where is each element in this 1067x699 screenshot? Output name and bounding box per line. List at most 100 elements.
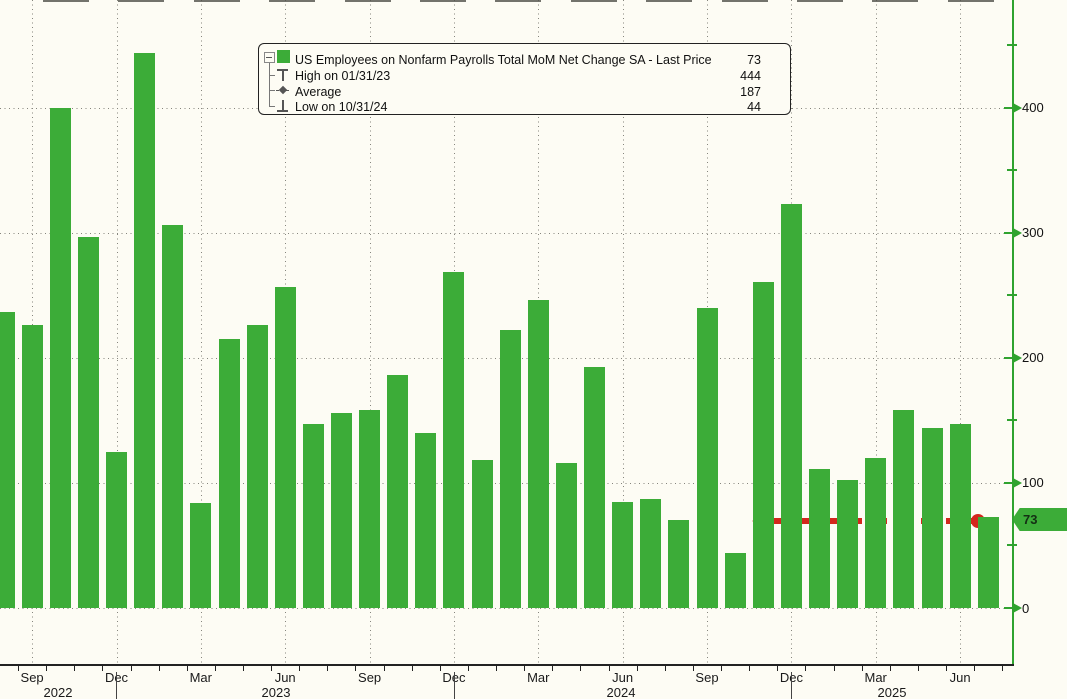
y-axis-tick-label: 400	[1022, 100, 1044, 116]
bar-aug-2024[interactable]	[668, 520, 690, 608]
bar-sep-2024[interactable]	[696, 308, 718, 608]
x-axis-month-tick	[214, 666, 216, 671]
x-axis-month-tick	[692, 666, 694, 671]
x-axis-month-tick	[721, 666, 722, 671]
y-axis-minor-tick	[1007, 419, 1017, 422]
bar-mar-2023[interactable]	[190, 503, 212, 608]
x-axis-month-tick	[636, 666, 638, 671]
x-axis-year-label: 2025	[877, 685, 907, 699]
legend-high-value: 444	[740, 69, 761, 83]
legend-collapse-icon[interactable]	[264, 52, 275, 63]
cropped-top-artifact	[194, 0, 240, 2]
bar-may-2025[interactable]	[921, 428, 943, 608]
y-axis-tick-arrow-icon	[1004, 477, 1022, 488]
x-axis-month-tick	[749, 666, 751, 671]
x-axis-month-label: Mar	[864, 670, 887, 685]
bar-oct-2024[interactable]	[724, 553, 746, 608]
x-axis	[0, 664, 1014, 666]
x-axis-month-tick	[18, 666, 19, 671]
legend-series-label: US Employees on Nonfarm Payrolls Total M…	[295, 53, 712, 67]
bar-dec-2022[interactable]	[106, 452, 127, 608]
bar-aug-2023[interactable]	[330, 413, 352, 608]
bar-apr-2023[interactable]	[218, 339, 240, 608]
bar-jan-2025[interactable]	[809, 469, 830, 608]
legend-low-value: 44	[747, 100, 761, 114]
bar-sep-2022[interactable]	[21, 325, 43, 608]
bar-mar-2024[interactable]	[527, 300, 549, 608]
y-axis	[1012, 0, 1014, 666]
bar-oct-2023[interactable]	[387, 375, 409, 608]
cropped-top-artifact	[948, 0, 994, 2]
legend-tree-branch	[269, 106, 275, 107]
legend-low-label: Low on 10/31/24	[295, 100, 388, 114]
bar-nov-2022[interactable]	[77, 237, 99, 608]
x-axis-month-tick	[130, 666, 132, 671]
x-axis-month-tick	[861, 666, 863, 671]
bar-jun-2025[interactable]	[949, 424, 971, 608]
last-price-badge: 73	[1012, 508, 1067, 531]
bar-nov-2023[interactable]	[415, 433, 437, 608]
bar-dec-2024[interactable]	[780, 204, 802, 608]
bar-feb-2025[interactable]	[837, 480, 859, 608]
minus-icon	[266, 56, 272, 58]
x-axis-month-tick	[946, 666, 947, 671]
legend-tree-branch	[269, 75, 275, 76]
x-axis-month-tick	[46, 666, 48, 671]
bar-feb-2024[interactable]	[499, 330, 521, 608]
x-axis-month-tick	[299, 666, 301, 671]
x-axis-month-label: Mar	[189, 670, 212, 685]
x-axis-month-label: Sep	[20, 670, 44, 685]
bar-feb-2023[interactable]	[162, 225, 184, 608]
y-axis-tick-label: 200	[1022, 350, 1044, 366]
bar-jun-2024[interactable]	[612, 502, 634, 608]
bar-may-2024[interactable]	[584, 367, 605, 608]
y-axis-minor-tick	[1007, 169, 1017, 172]
cropped-top-artifact	[420, 0, 466, 2]
gridline-v	[200, 0, 202, 664]
bar-sep-2023[interactable]	[359, 410, 381, 608]
gridline-h-300	[0, 232, 1012, 234]
x-axis-month-label: Jun	[612, 670, 634, 685]
x-axis-month-tick	[271, 666, 273, 671]
cropped-top-artifact	[571, 0, 617, 2]
bar-aug-2022[interactable]	[0, 312, 15, 608]
x-axis-year-separator	[790, 672, 792, 699]
y-axis-tick-label: 0	[1022, 600, 1030, 616]
bar-jul-2023[interactable]	[302, 424, 324, 608]
bar-dec-2023[interactable]	[443, 272, 465, 608]
x-axis-month-label: Jun	[949, 670, 971, 685]
cropped-top-artifact	[872, 0, 918, 2]
y-axis-minor-tick	[1007, 44, 1017, 47]
gridline-v	[622, 0, 624, 664]
high-marker-icon	[276, 69, 289, 81]
x-axis-month-tick	[243, 666, 244, 671]
bar-jan-2023[interactable]	[134, 53, 156, 608]
x-axis-month-label: Dec	[442, 671, 465, 684]
bar-apr-2024[interactable]	[555, 463, 577, 608]
bar-jun-2023[interactable]	[274, 287, 296, 608]
x-axis-year-label: 2022	[43, 685, 73, 699]
x-axis-month-tick	[805, 666, 807, 671]
y-axis-tick-arrow-icon	[1004, 227, 1022, 238]
cropped-top-artifact	[495, 0, 541, 2]
bar-apr-2025[interactable]	[893, 410, 915, 608]
chart-legend: US Employees on Nonfarm Payrolls Total M…	[258, 43, 791, 115]
cropped-top-artifact	[118, 0, 164, 2]
legend-tree-line	[269, 63, 270, 106]
bar-may-2023[interactable]	[246, 325, 268, 608]
bar-jul-2025[interactable]	[977, 517, 999, 608]
series-color-swatch	[277, 50, 290, 63]
bar-jul-2024[interactable]	[640, 499, 662, 608]
bar-mar-2025[interactable]	[865, 458, 887, 608]
bar-nov-2024[interactable]	[752, 282, 774, 608]
gridline-v	[116, 0, 118, 664]
x-axis-year-separator	[454, 672, 455, 699]
x-axis-month-tick	[411, 666, 413, 671]
bar-jan-2024[interactable]	[471, 460, 493, 608]
x-axis-month-tick	[777, 666, 779, 671]
x-axis-month-tick	[552, 666, 554, 671]
gridline-v	[369, 0, 371, 664]
bar-oct-2022[interactable]	[49, 108, 71, 608]
x-axis-month-tick	[608, 666, 610, 671]
y-axis-minor-tick	[1007, 544, 1017, 547]
